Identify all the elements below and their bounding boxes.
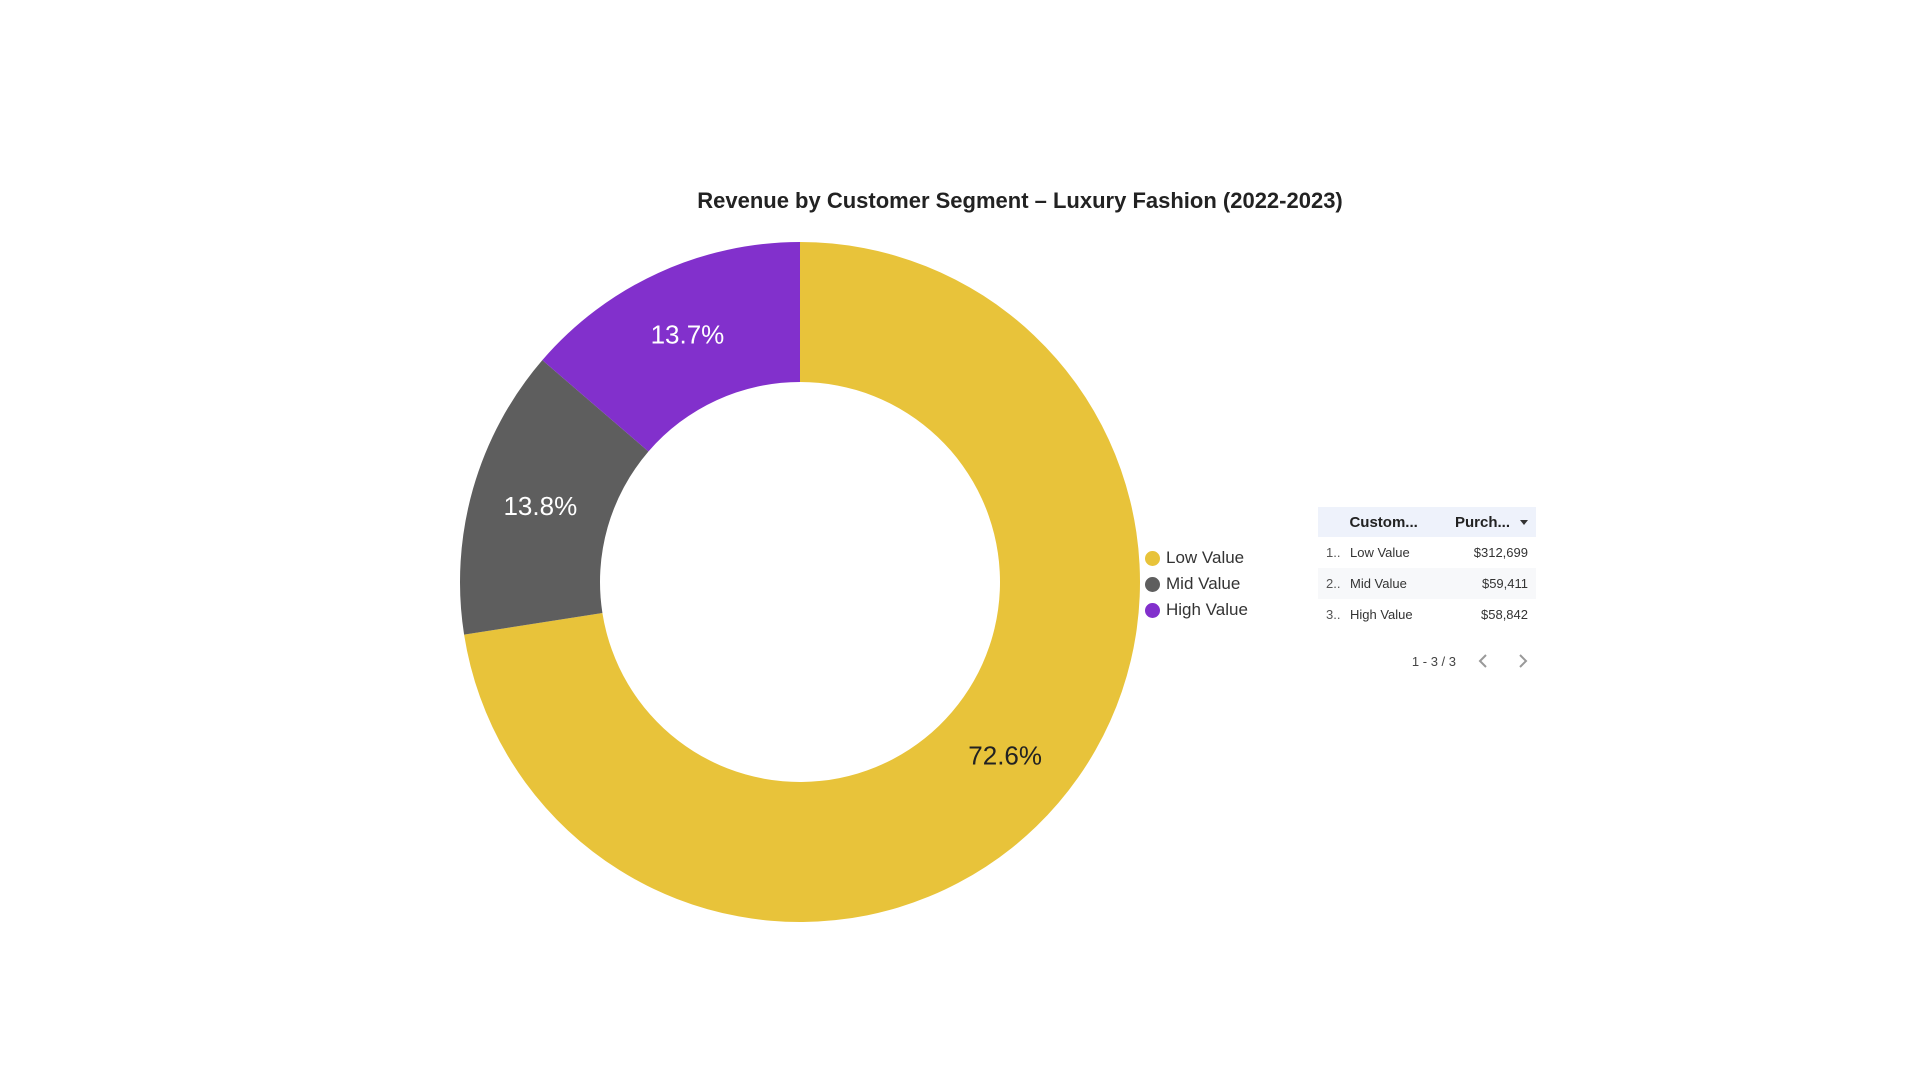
donut-slice-mid-value[interactable] [460, 360, 649, 635]
chart-title: Revenue by Customer Segment – Luxury Fas… [697, 188, 1343, 213]
row-segment-name: Low Value [1350, 545, 1410, 560]
row-index: 2.. [1326, 576, 1341, 591]
chart-legend: Low Value Mid Value High Value [1145, 545, 1248, 623]
row-purchase-value: $312,699 [1473, 545, 1528, 560]
table-row: 1.. Low Value $312,699 [1318, 537, 1536, 568]
chevron-right-icon [1519, 654, 1528, 668]
segment-table: Custom... Purch... 1.. Low Value $312,69… [1318, 507, 1536, 674]
sort-desc-icon[interactable] [1520, 519, 1528, 525]
slice-label-mid-value: 13.8% [503, 491, 577, 521]
row-purchase-value: $59,411 [1481, 576, 1528, 591]
table-row: 3.. High Value $58,842 [1318, 599, 1536, 630]
row-index: 3.. [1326, 607, 1341, 622]
row-segment-name: High Value [1350, 607, 1413, 622]
donut-slice-low-value[interactable] [464, 242, 1140, 922]
legend-label-low-value: Low Value [1166, 548, 1245, 567]
purchase-column-header[interactable]: Purch... [1455, 514, 1536, 531]
legend-item-low-value[interactable]: Low Value [1145, 545, 1248, 571]
next-page-button[interactable] [1510, 648, 1536, 674]
pagination-status: 1 - 3 / 3 [1411, 653, 1456, 669]
legend-swatch-low-value [1145, 550, 1160, 566]
slice-label-low-value: 72.6% [968, 740, 1042, 770]
legend-label-mid-value: Mid Value [1166, 574, 1241, 593]
table-header-row: Custom... Purch... [1318, 507, 1536, 537]
row-segment-name: Mid Value [1350, 576, 1407, 591]
row-purchase-value: $58,842 [1481, 607, 1528, 622]
legend-item-mid-value[interactable]: Mid Value [1145, 571, 1248, 597]
legend-swatch-high-value [1145, 602, 1160, 618]
purchase-column-header-label: Purch... [1454, 513, 1510, 531]
legend-item-high-value[interactable]: High Value [1145, 597, 1248, 623]
legend-swatch-mid-value [1145, 576, 1160, 592]
table-pagination: 1 - 3 / 3 [1318, 648, 1536, 674]
donut-slice-high-value[interactable] [542, 242, 800, 452]
table-row: 2.. Mid Value $59,411 [1318, 568, 1536, 599]
legend-label-high-value: High Value [1166, 600, 1248, 619]
slice-label-high-value: 13.7% [651, 319, 725, 349]
previous-page-button[interactable] [1470, 648, 1496, 674]
chevron-left-icon [1478, 654, 1487, 668]
row-index: 1.. [1326, 545, 1341, 560]
customer-column-header[interactable]: Custom... [1349, 513, 1418, 531]
